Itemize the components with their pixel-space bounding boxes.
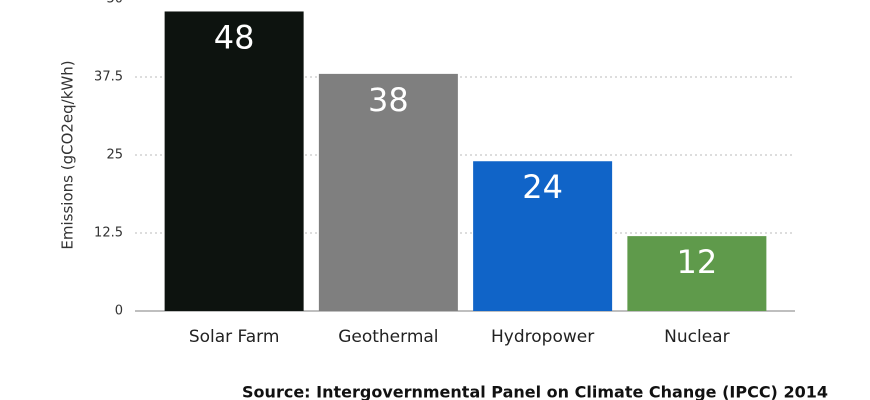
y-tick-label: 50 bbox=[106, 0, 123, 7]
x-tick-label: Nuclear bbox=[664, 327, 729, 347]
bar bbox=[627, 236, 767, 311]
bar bbox=[318, 73, 458, 311]
y-tick-label: 37.5 bbox=[94, 70, 123, 85]
x-tick-label: Geothermal bbox=[338, 327, 438, 347]
y-tick-label: 25 bbox=[106, 148, 123, 163]
x-tick-label: Solar Farm bbox=[189, 327, 280, 347]
source-note: Source: Intergovernmental Panel on Clima… bbox=[242, 383, 828, 400]
value-label: 38 bbox=[368, 81, 409, 119]
y-axis-label: Emissions (gCO2eq/kWh) bbox=[59, 60, 77, 249]
bar bbox=[164, 11, 304, 311]
value-label: 12 bbox=[677, 243, 718, 281]
y-tick-label: 0 bbox=[115, 304, 123, 319]
x-tick-label: Hydropower bbox=[491, 327, 594, 347]
y-tick-label: 12.5 bbox=[94, 226, 123, 241]
value-label: 24 bbox=[522, 168, 563, 206]
value-label: 48 bbox=[214, 18, 255, 56]
bar bbox=[473, 161, 613, 311]
